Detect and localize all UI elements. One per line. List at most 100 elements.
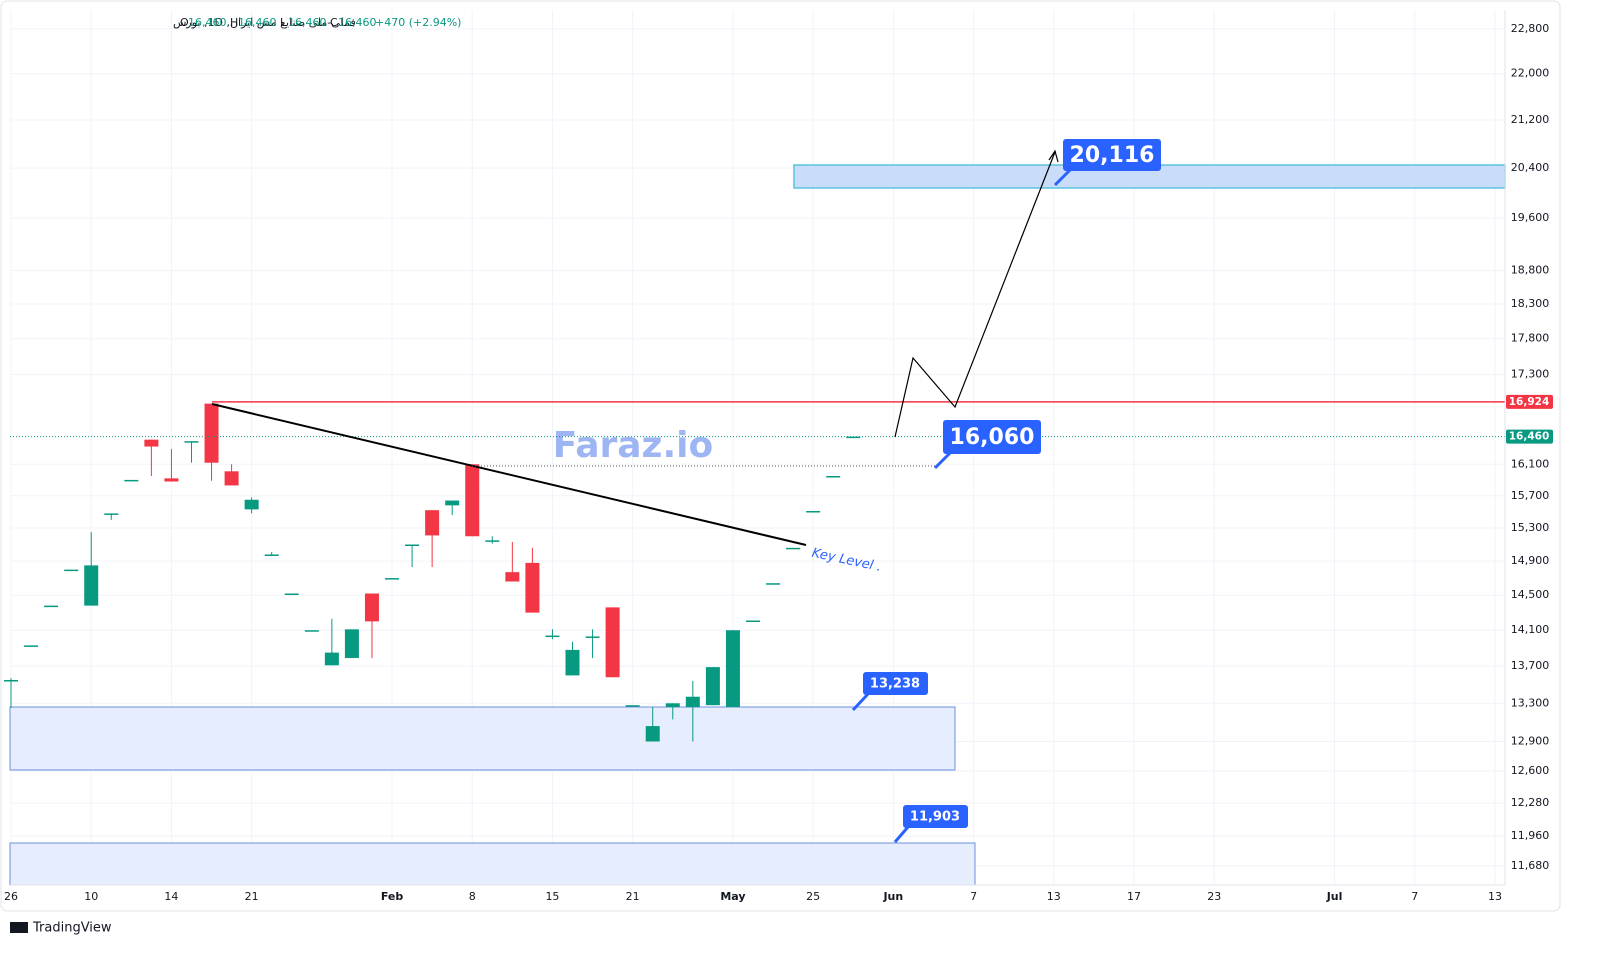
candle-body: [84, 565, 99, 606]
candle-body: [725, 630, 740, 708]
candle-body: [224, 471, 239, 486]
y-tick-label: 17,300: [1511, 367, 1550, 380]
ohlc-value: 16,460: [288, 16, 327, 29]
candle-body: [445, 500, 460, 506]
y-tick-label: 18,300: [1511, 297, 1550, 310]
candle-body: [645, 726, 660, 742]
callout-text: 20,116: [1070, 143, 1155, 168]
candle-body: [545, 635, 560, 638]
y-tick-label: 11,680: [1511, 859, 1550, 872]
candle-body: [4, 680, 19, 682]
callout-text: 11,903: [910, 810, 960, 825]
candle-body: [585, 636, 600, 638]
x-tick-label: 7: [970, 890, 977, 903]
x-tick-label: 7: [1411, 890, 1418, 903]
candle-body: [64, 569, 79, 572]
y-tick-label: 17,800: [1511, 332, 1550, 345]
candle-body: [124, 479, 139, 482]
x-tick-label: 13: [1047, 890, 1061, 903]
x-tick-label: 25: [806, 890, 820, 903]
y-tick-label: 18,800: [1511, 263, 1550, 276]
candle-body: [184, 441, 199, 443]
x-tick-label: Jul: [1326, 890, 1343, 903]
candle-body: [846, 436, 861, 439]
trend-line: [211, 403, 807, 546]
ohlc-key: L: [280, 16, 287, 29]
candle-body: [485, 540, 500, 542]
candle-body: [826, 475, 841, 478]
candle-body: [24, 645, 39, 647]
candle-body: [505, 572, 520, 582]
y-tick-label: 14,100: [1511, 623, 1550, 636]
callout-pointer: [893, 826, 910, 843]
brand-logo: [10, 922, 28, 933]
y-tick-label: 16,100: [1511, 457, 1550, 470]
zones: [9, 164, 1506, 886]
price-label-box: [1506, 394, 1553, 409]
y-tick-label: 20,400: [1511, 161, 1550, 174]
y-tick-label: 22,800: [1511, 22, 1550, 35]
y-tick-label: 12,280: [1511, 796, 1550, 809]
candle-body: [344, 629, 359, 659]
x-tick-label: 17: [1127, 890, 1141, 903]
arrow-head: [1048, 149, 1059, 163]
symbol: فملی-ملی صنایع مس ایران, 1D, بورس: [173, 16, 356, 29]
change: +470 (+2.94%): [375, 16, 461, 29]
callout: [903, 805, 968, 828]
candle-body: [565, 649, 580, 676]
x-tick-label: Feb: [381, 890, 404, 903]
x-tick-label: 15: [545, 890, 559, 903]
x-tick-label: 14: [164, 890, 178, 903]
projection-path: [894, 151, 1056, 438]
y-tick-label: 12,600: [1511, 764, 1550, 777]
ohlc-key: H: [230, 16, 238, 29]
axes: 22,800 22,000 21,200 20,400 19,600 18,800 18,3…: [4, 22, 1553, 903]
callout-text: 16,060: [950, 425, 1035, 450]
support-zone: [9, 842, 976, 886]
candle-body: [244, 499, 259, 510]
y-tick-label: 14,500: [1511, 588, 1550, 601]
y-tick-label: 14,900: [1511, 554, 1550, 567]
candle-body: [766, 583, 781, 585]
chart-frame: [0, 0, 1561, 912]
candle-body: [665, 703, 680, 708]
x-tick-label: 21: [626, 890, 640, 903]
callout: [1063, 139, 1161, 171]
ohlc-value: 16,460: [188, 16, 227, 29]
ohlc-value: 16,460: [238, 16, 277, 29]
candle-body: [405, 544, 420, 547]
plot: [4, 401, 1505, 742]
candle-body: [164, 478, 179, 482]
candle-body: [44, 605, 59, 608]
ohlc-key: C: [330, 16, 338, 29]
y-tick-label: 19,600: [1511, 211, 1550, 224]
x-tick-label: 13: [1488, 890, 1502, 903]
candle-body: [786, 547, 801, 550]
y-tick-label: 12,900: [1511, 735, 1550, 748]
ohlc-value: 16,460: [338, 16, 377, 29]
candle-body: [304, 630, 319, 632]
price-label: 16,460: [1509, 431, 1550, 443]
y-tick-label: 13,300: [1511, 696, 1550, 709]
price-label: 16,924: [1509, 396, 1550, 408]
candle-body: [625, 705, 640, 707]
support-zone: [9, 706, 956, 771]
ohlc-key: O: [180, 16, 189, 29]
callout: [863, 672, 928, 695]
x-tick-label: 21: [245, 890, 259, 903]
candle-body: [364, 593, 379, 622]
y-tick-label: 11,960: [1511, 829, 1550, 842]
candle-body: [685, 696, 700, 708]
candle-body: [525, 562, 540, 613]
x-tick-label: 26: [4, 890, 18, 903]
candle-body: [465, 464, 480, 537]
brand: TradingView: [32, 921, 112, 936]
y-tick-label: 22,000: [1511, 67, 1550, 80]
y-tick-label: 15,700: [1511, 489, 1550, 502]
candle-body: [264, 554, 279, 556]
candle-body: [284, 593, 299, 596]
y-tick-label: 13,700: [1511, 659, 1550, 672]
callout-text: 13,238: [870, 677, 920, 692]
